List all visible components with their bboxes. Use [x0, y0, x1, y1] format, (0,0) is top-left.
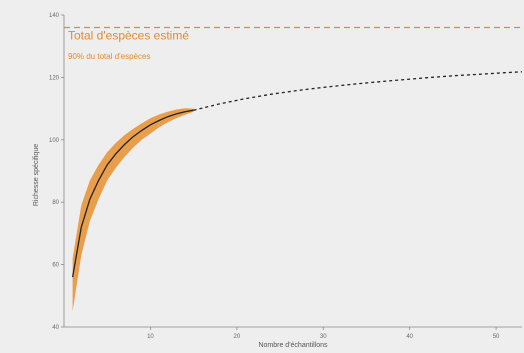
y-axis-title: Richesse spécifique — [33, 144, 40, 206]
y-tick-label: 80 — [52, 200, 59, 206]
x-tick-label: 10 — [147, 334, 154, 340]
y-tick-label: 100 — [49, 138, 60, 144]
x-tick-label: 20 — [233, 334, 240, 340]
total-estimate-label: Total d'espèces estimé — [68, 28, 189, 42]
y-tick-label: 140 — [49, 13, 60, 19]
y-tick-label: 60 — [52, 263, 59, 269]
rarefaction-curve — [71, 109, 194, 278]
x-tick-label: 50 — [493, 334, 500, 340]
x-axis-title: Nombre d'échantillons — [258, 342, 328, 349]
extrapolated-curve — [193, 71, 523, 111]
ninety-percent-label: 90% du total d'espèces — [68, 52, 150, 61]
x-tick-label: 40 — [406, 334, 413, 340]
x-tick-label: 30 — [320, 334, 327, 340]
y-tick-label: 40 — [52, 325, 59, 331]
y-tick-label: 120 — [49, 75, 60, 81]
confidence-band — [72, 108, 194, 312]
